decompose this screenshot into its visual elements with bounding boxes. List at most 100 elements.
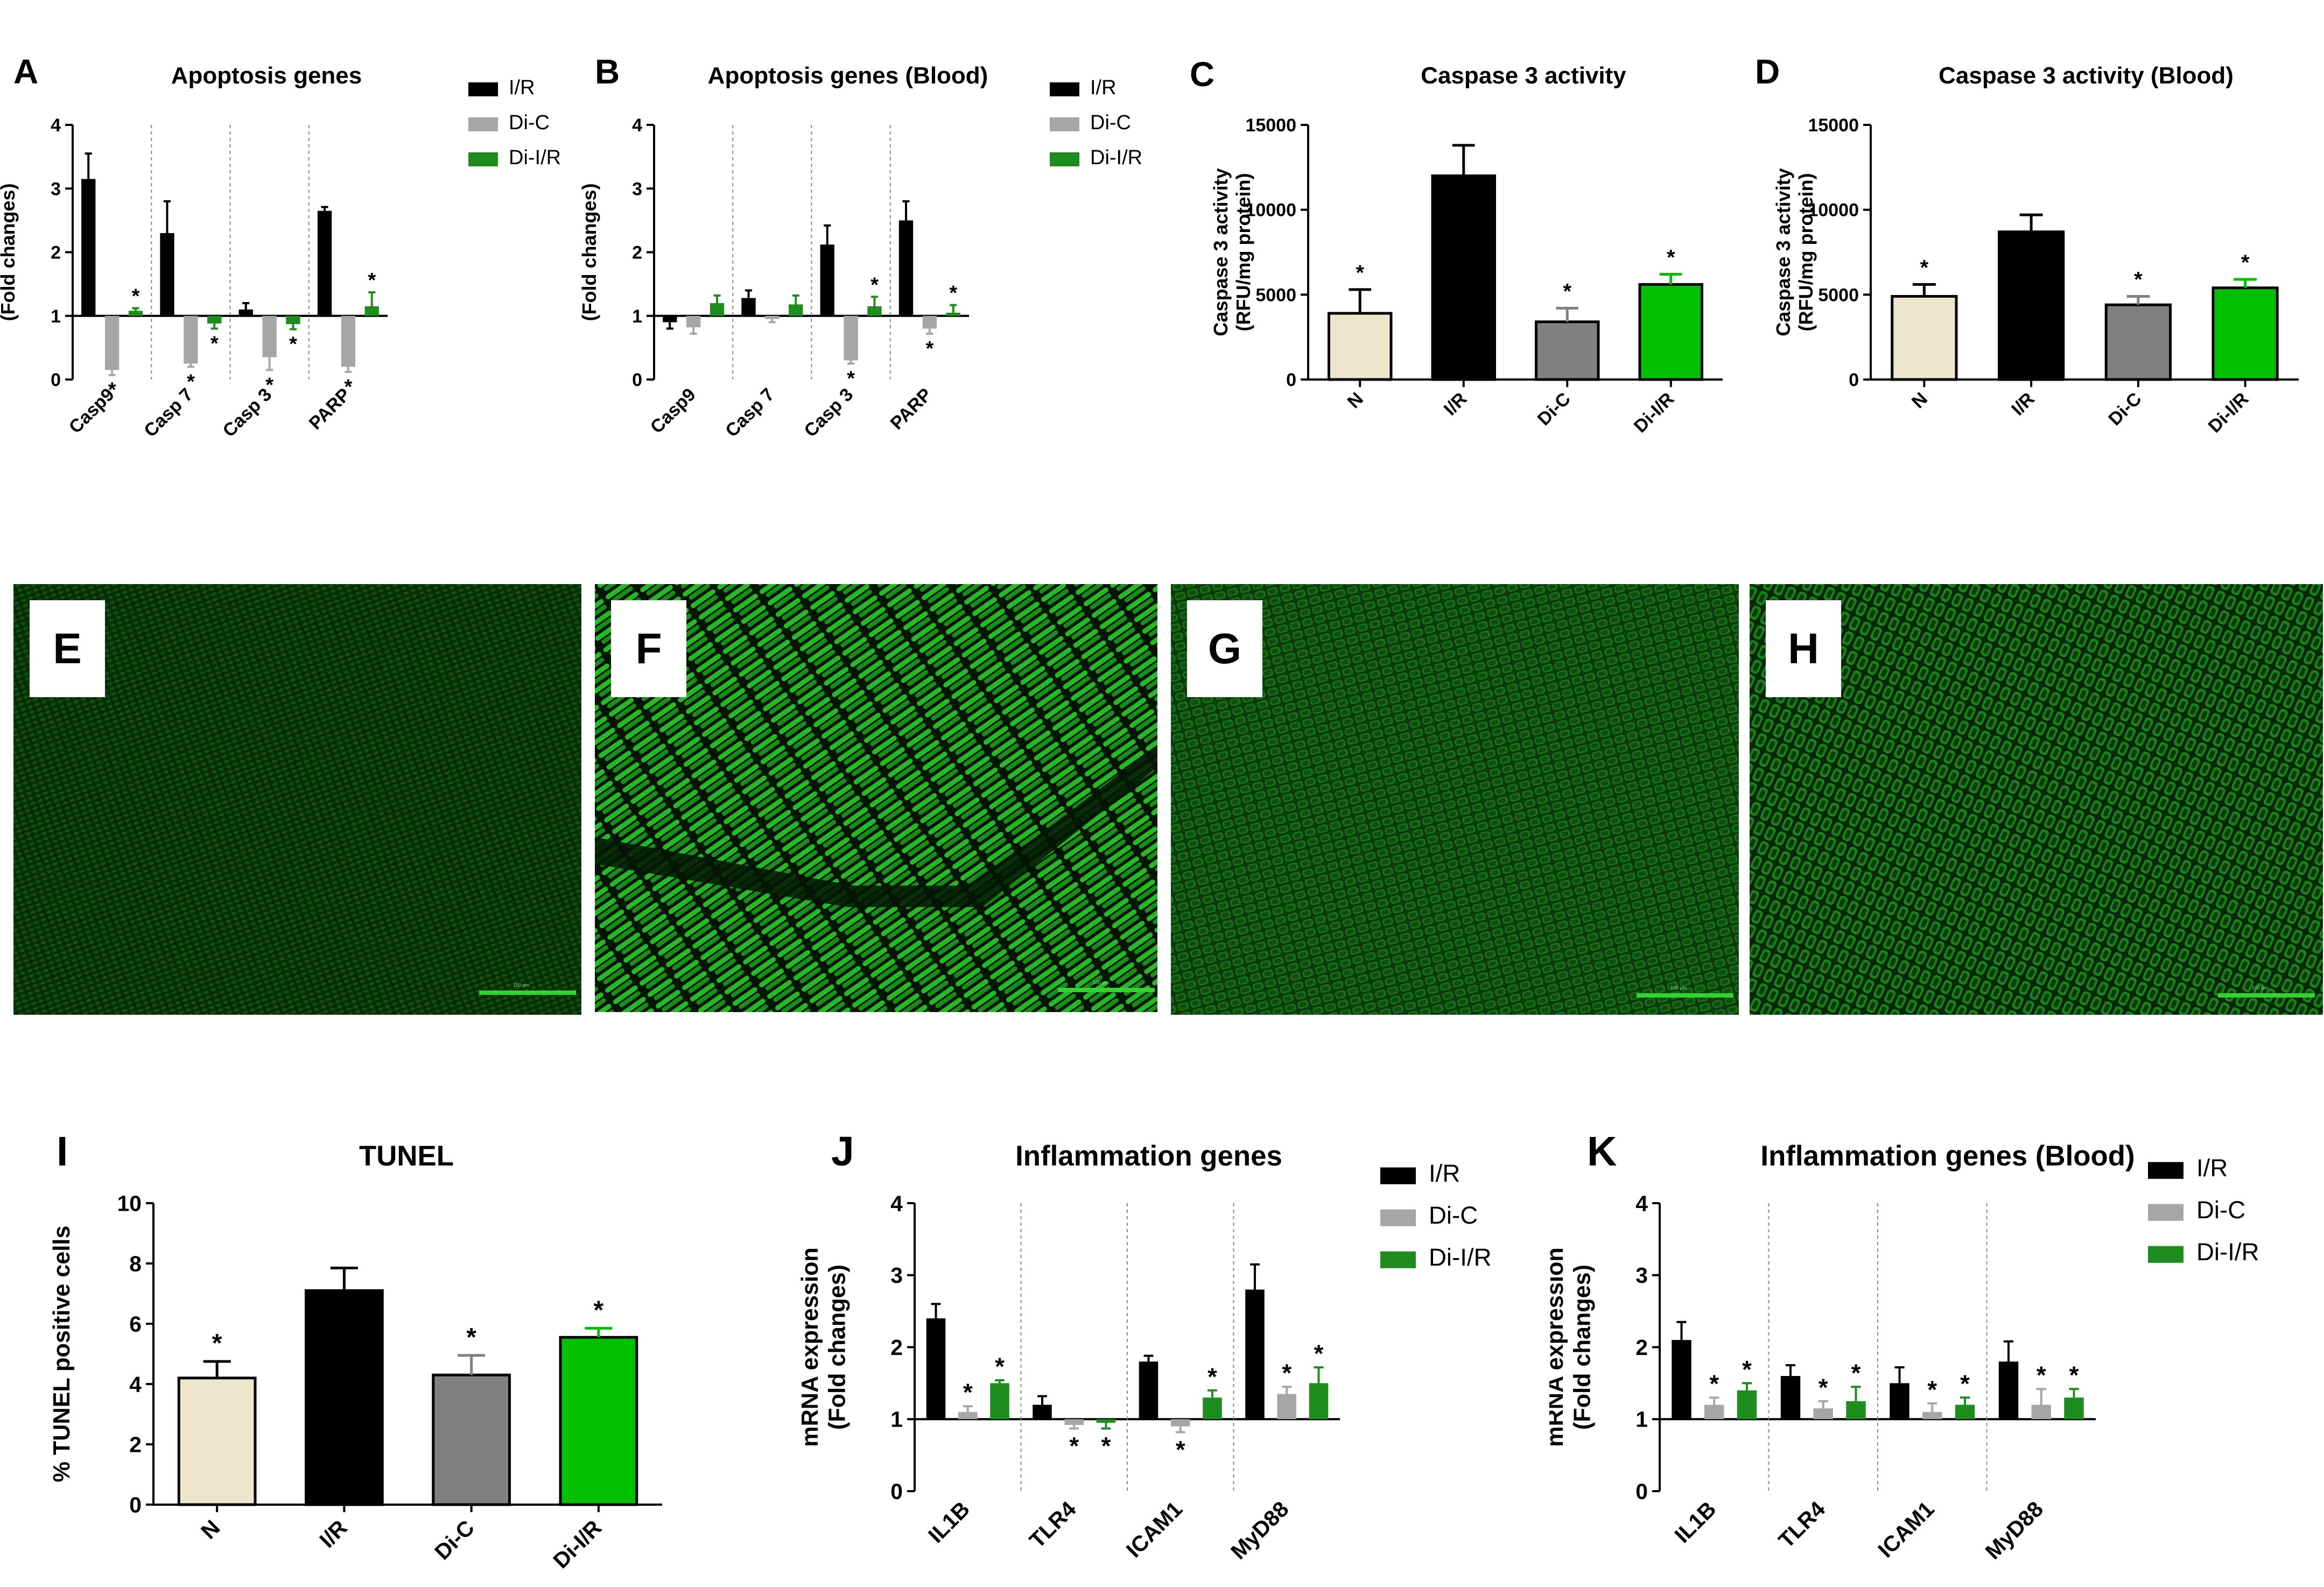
panel-a-significance-star: * (265, 374, 273, 396)
panel-b-legend-swatch (1050, 117, 1079, 131)
panel-i-title: TUNEL (359, 1140, 454, 1172)
panel-j-bar (1245, 1289, 1265, 1420)
panel-c-y-label: Caspase 3 activity (1210, 168, 1232, 336)
panel-a-significance-star: * (210, 332, 219, 355)
micrograph-e-image (13, 584, 581, 1015)
panel-a-significance-star: * (289, 333, 297, 356)
scale-bar-h (2218, 993, 2315, 998)
panel-d-y-tick-label: 10000 (1808, 200, 1859, 221)
panel-k-bar (1737, 1390, 1757, 1420)
panel-a-bar (128, 311, 143, 316)
panel-d-letter: D (1755, 52, 1780, 91)
panel-d-x-tick-label: Di-I/R (2204, 389, 2253, 437)
panel-i-y-tick-label: 8 (129, 1251, 142, 1276)
panel-b-y-tick-label: 4 (632, 115, 642, 136)
panel-k-significance-star: * (1819, 1374, 1828, 1401)
micrograph-g-image (1171, 584, 1739, 1015)
panel-i-bar (177, 1377, 257, 1506)
panel-a-y-tick-label: 0 (51, 370, 61, 390)
panel-k-bar (1890, 1383, 1909, 1420)
panel-a-bar (238, 309, 253, 316)
panel-a-bar (341, 315, 356, 367)
panel-k-y-tick-label: 4 (1635, 1191, 1648, 1216)
panel-a-x-tick-label: PARP (305, 384, 355, 434)
panel-j-legend-label: I/R (1429, 1160, 1460, 1187)
panel-i-significance-star: * (594, 1296, 604, 1324)
panel-c-x-tick-label: Di-C (1534, 389, 1575, 430)
panel-i-significance-star: * (212, 1329, 222, 1358)
panel-a-title: Apoptosis genes (171, 62, 362, 89)
panel-b-legend-label: Di-C (1090, 111, 1131, 134)
panel-d-y-tick-label: 5000 (1818, 285, 1859, 305)
panel-k-y-label: mRNA expression (1549, 1247, 1568, 1446)
panel-k-legend-swatch (2148, 1204, 2183, 1221)
panel-j-legend-swatch (1380, 1251, 1416, 1268)
panel-d-x-tick-label: Di-C (2104, 389, 2145, 430)
panel-a-legend-label: Di-C (509, 111, 550, 134)
panel-a-significance-star: * (368, 269, 376, 292)
panel-k-legend-label: Di-I/R (2196, 1238, 2259, 1266)
panel-b-legend-label: I/R (1090, 76, 1117, 99)
panel-j-y-label: (Fold changes) (824, 1265, 850, 1430)
panel-b-x-tick-label: Casp9 (647, 384, 700, 438)
panel-b-legend-swatch (1050, 82, 1079, 96)
panel-b-x-tick-label: Casp 7 (721, 384, 778, 441)
panel-k-title: Inflammation genes (Blood) (1760, 1140, 2135, 1172)
panel-a-y-tick-label: 1 (51, 306, 61, 327)
panel-k-x-tick-label: ICAM1 (1873, 1497, 1939, 1562)
panel-a-significance-star: * (344, 376, 352, 398)
panel-j-bar (990, 1383, 1009, 1420)
panel-a-bar (184, 315, 198, 364)
panel-j-y-tick-label: 4 (890, 1191, 903, 1216)
panel-b-significance-star: * (949, 282, 957, 305)
micrograph-h: H 100 µm (1750, 584, 2323, 1015)
scale-bar-e (479, 991, 576, 995)
panel-a-legend-swatch (468, 117, 498, 131)
panel-b-title: Apoptosis genes (Blood) (708, 62, 988, 89)
panel-j-y-tick-label: 3 (890, 1263, 903, 1288)
micrograph-h-label: H (1766, 600, 1841, 697)
panel-a-bar (207, 315, 222, 324)
panel-i-x-tick-label: N (196, 1515, 224, 1543)
panel-i-y-tick-label: 2 (129, 1432, 142, 1457)
panel-b-legend-swatch (1050, 152, 1079, 166)
panel-j-significance-star: * (1282, 1359, 1291, 1387)
panel-c-y-tick-label: 5000 (1255, 285, 1296, 305)
panel-d-x-tick-label: I/R (2007, 389, 2039, 420)
panel-k-bar (2064, 1398, 2084, 1420)
panel-j-y-tick-label: 1 (890, 1407, 903, 1432)
panel-b-bar (898, 220, 914, 316)
panel-k-x-tick-label: MyD88 (1981, 1497, 2048, 1564)
panel-j-x-tick-label: ICAM1 (1121, 1497, 1187, 1562)
panel-k-bar (2031, 1405, 2051, 1420)
panel-b-bar (663, 315, 677, 322)
panel-b-significance-star: * (847, 367, 855, 390)
micrograph-f-image (595, 584, 1157, 1012)
panel-j-bar (1033, 1405, 1052, 1420)
panel-b-bar (946, 312, 960, 316)
panel-d-bar (1891, 294, 1958, 381)
panel-c-letter: C (1190, 55, 1214, 94)
panel-i-x-tick-label: I/R (314, 1515, 352, 1552)
panel-a-letter: A (13, 52, 38, 91)
panel-a-y-tick-label: 2 (51, 243, 61, 263)
panel-i-y-tick-label: 6 (129, 1311, 142, 1336)
panel-i-x-tick-label: Di-C (430, 1515, 479, 1564)
panel-d-significance-star: * (1920, 256, 1929, 279)
panel-k-bar (1955, 1405, 1975, 1420)
panel-j-y-label: mRNA expression (797, 1247, 823, 1446)
micrograph-g: G 100 µm (1171, 584, 1739, 1015)
panel-k-letter: K (1587, 1128, 1617, 1175)
panel-c-bar (1431, 174, 1496, 381)
panel-k-y-tick-label: 2 (1635, 1335, 1648, 1360)
panel-k-significance-star: * (2069, 1361, 2079, 1389)
panel-b-bar (789, 304, 803, 316)
panel-j-significance-star: * (1314, 1340, 1324, 1367)
panel-k-x-tick-label: TLR4 (1773, 1497, 1830, 1553)
panel-j-legend-label: Di-I/R (1429, 1244, 1492, 1271)
panel-a-y-tick-label: 4 (51, 115, 61, 136)
panel-j-significance-star: * (963, 1379, 973, 1406)
panel-k-y-tick-label: 1 (1635, 1407, 1648, 1432)
panel-k-y-tick-label: 0 (1635, 1479, 1648, 1504)
panel-c-y-label: (RFU/mg protein) (1232, 173, 1254, 332)
